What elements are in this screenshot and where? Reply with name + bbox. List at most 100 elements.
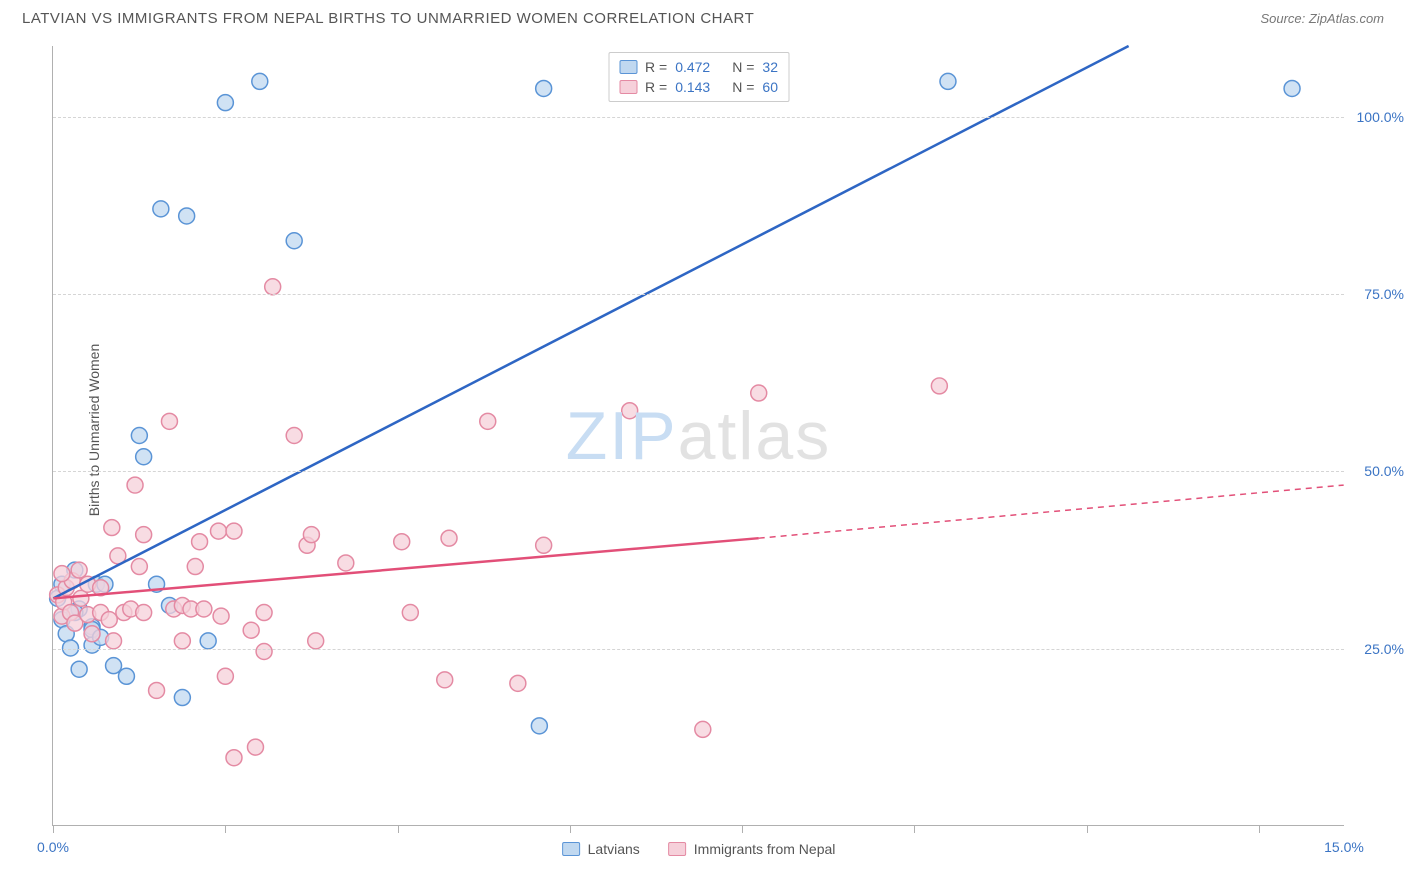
data-point [131,428,147,444]
x-tick [53,825,54,833]
chart-header: LATVIAN VS IMMIGRANTS FROM NEPAL BIRTHS … [0,0,1406,33]
r-value-latvians: 0.472 [675,59,710,75]
data-point [536,537,552,553]
gridline [53,117,1344,118]
y-tick-label: 50.0% [1349,463,1404,479]
data-point [402,605,418,621]
x-tick [742,825,743,833]
data-point [338,555,354,571]
data-point [84,626,100,642]
trend-line [53,46,1128,598]
x-axis-min-label: 0.0% [37,839,69,855]
data-point [217,95,233,111]
data-point [71,661,87,677]
chart-svg [53,46,1344,825]
legend-label-nepal: Immigrants from Nepal [694,841,836,857]
data-point [437,672,453,688]
data-point [394,534,410,550]
gridline [53,649,1344,650]
y-tick-label: 75.0% [1349,286,1404,302]
x-axis-max-label: 15.0% [1324,839,1364,855]
data-point [161,413,177,429]
gridline [53,294,1344,295]
legend-item-nepal: Immigrants from Nepal [668,841,836,857]
data-point [106,658,122,674]
swatch-nepal [619,80,637,94]
data-point [531,718,547,734]
trend-line-extrapolated [759,485,1344,538]
legend-swatch-latvians [562,842,580,856]
data-point [187,559,203,575]
data-point [104,520,120,536]
x-tick [1259,825,1260,833]
label-n: N = [732,59,754,75]
data-point [153,201,169,217]
correlation-legend: R = 0.472 N = 32 R = 0.143 N = 60 [608,52,789,102]
data-point [196,601,212,617]
data-point [256,605,272,621]
data-point [71,562,87,578]
data-point [200,633,216,649]
data-point [127,477,143,493]
swatch-latvians [619,60,637,74]
series-legend: Latvians Immigrants from Nepal [562,841,836,857]
data-point [303,527,319,543]
n-value-latvians: 32 [762,59,778,75]
data-point [211,523,227,539]
correlation-row-nepal: R = 0.143 N = 60 [619,77,778,97]
label-r: R = [645,79,667,95]
data-point [622,403,638,419]
data-point [136,527,152,543]
data-point [149,682,165,698]
legend-swatch-nepal [668,842,686,856]
x-tick [225,825,226,833]
data-point [931,378,947,394]
legend-item-latvians: Latvians [562,841,640,857]
data-point [54,566,70,582]
data-point [136,449,152,465]
data-point [1284,81,1300,97]
data-point [213,608,229,624]
data-point [226,523,242,539]
gridline [53,471,1344,472]
data-point [256,644,272,660]
x-tick [1087,825,1088,833]
r-value-nepal: 0.143 [675,79,710,95]
data-point [265,279,281,295]
x-tick [398,825,399,833]
chart-source: Source: ZipAtlas.com [1260,11,1384,26]
data-point [247,739,263,755]
y-tick-label: 100.0% [1349,109,1404,125]
data-point [751,385,767,401]
y-tick-label: 25.0% [1349,641,1404,657]
data-point [243,622,259,638]
data-point [308,633,324,649]
data-point [174,633,190,649]
x-tick [914,825,915,833]
chart-plot-area: ZIPatlas R = 0.472 N = 32 R = 0.143 N = … [52,46,1344,826]
x-tick [570,825,571,833]
data-point [131,559,147,575]
data-point [106,633,122,649]
data-point [480,413,496,429]
label-r: R = [645,59,667,75]
data-point [179,208,195,224]
label-n: N = [732,79,754,95]
data-point [226,750,242,766]
data-point [217,668,233,684]
data-point [940,73,956,89]
data-point [118,668,134,684]
legend-label-latvians: Latvians [588,841,640,857]
data-point [286,428,302,444]
chart-title: LATVIAN VS IMMIGRANTS FROM NEPAL BIRTHS … [22,10,754,27]
data-point [174,690,190,706]
data-point [695,721,711,737]
data-point [536,81,552,97]
data-point [286,233,302,249]
data-point [136,605,152,621]
data-point [510,675,526,691]
data-point [252,73,268,89]
data-point [101,612,117,628]
correlation-row-latvians: R = 0.472 N = 32 [619,57,778,77]
data-point [441,530,457,546]
